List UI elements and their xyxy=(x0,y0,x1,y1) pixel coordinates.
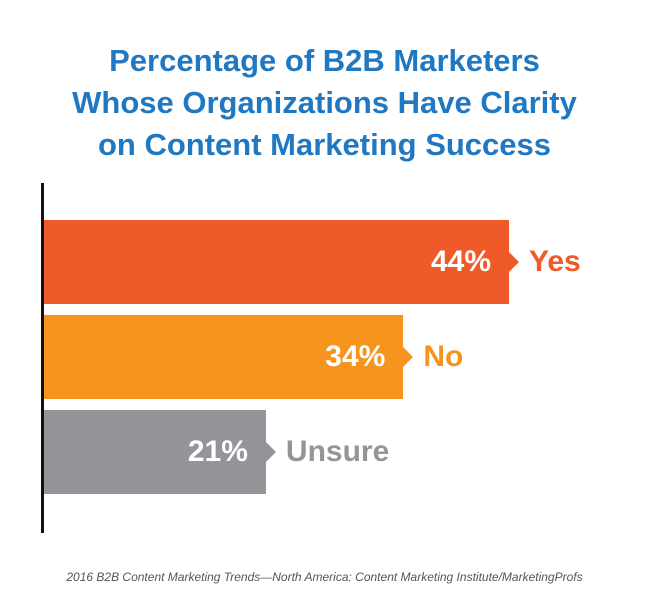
bar-value-label-no: 34% xyxy=(325,340,386,373)
chart-title-line-1: Percentage of B2B Marketers xyxy=(109,43,540,78)
category-axis-line xyxy=(41,183,44,533)
bar-pointer-yes xyxy=(509,252,519,272)
bar-pointer-unsure xyxy=(265,442,276,462)
source-note: 2016 B2B Content Marketing Trends—North … xyxy=(66,570,583,584)
category-label-yes: Yes xyxy=(529,245,581,278)
bar-unsure: 21% xyxy=(44,410,276,494)
bar-value-label-unsure: 21% xyxy=(187,435,248,468)
category-label-unsure: Unsure xyxy=(285,435,390,468)
category-label-no: No xyxy=(423,340,464,373)
chart-title-line-2: Whose Organizations Have Clarity xyxy=(72,85,577,120)
bar-no: 34% xyxy=(44,315,414,399)
bar-value-label-yes: 44% xyxy=(430,245,491,278)
bar-pointer-no xyxy=(403,347,414,367)
chart-title-line-3: on Content Marketing Success xyxy=(97,127,552,162)
bar-yes: 44% xyxy=(44,220,519,304)
chart-title: Percentage of B2B Marketers Whose Organi… xyxy=(0,40,649,166)
